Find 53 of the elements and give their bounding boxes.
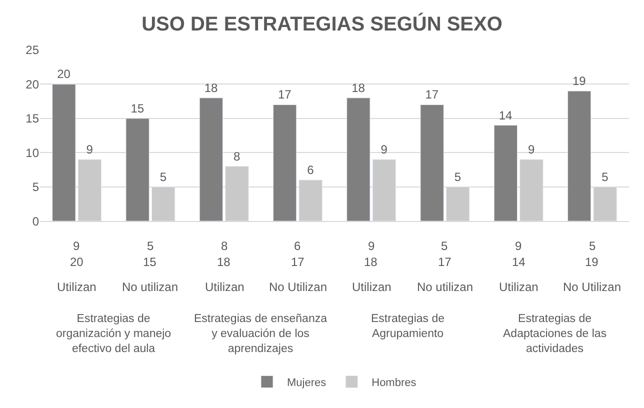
bar [593, 186, 617, 222]
bar [346, 98, 370, 222]
data-label: 9 [380, 142, 388, 156]
text: Estrategias de organización y manejo efectivo del aula [56, 313, 172, 355]
bar [225, 166, 249, 222]
y-tick-label: 15 [26, 112, 40, 126]
x-tick-label: 9 18 Utilizan [352, 239, 392, 294]
data-label: 5 [602, 170, 609, 184]
bar [446, 186, 470, 222]
bar [52, 84, 76, 222]
data-label: 9 [86, 142, 94, 156]
data-label: 17 [425, 88, 439, 102]
y-tick-label: 0 [32, 214, 40, 228]
data-label: 8 [233, 149, 240, 164]
bar [126, 118, 150, 222]
data-label: 20 [57, 67, 71, 82]
y-tick-label: 20 [26, 77, 40, 92]
x-tick-label: 9 14 Utilizan [499, 239, 538, 294]
data-label: 5 [160, 170, 167, 184]
bar [420, 104, 444, 222]
bar [567, 90, 592, 222]
text: Estrategias de Adaptaciones de las actividades [503, 313, 607, 355]
legend-label: Mujeres [287, 377, 327, 390]
bar [520, 159, 544, 222]
data-label: 14 [498, 108, 513, 122]
data-label: 15 [130, 101, 144, 116]
x-tick-label: 9 20 Utilizan [57, 239, 96, 294]
data-label: 19 [572, 74, 586, 88]
text: Estrategias de enseñanza y evaluación de los aprendizajes [194, 313, 328, 355]
x-tick-label: 6 17 No Utilizan [269, 239, 328, 294]
y-tick-label: 25 [26, 43, 40, 58]
bar [272, 104, 297, 222]
y-tick-label: 10 [26, 146, 40, 160]
x-tick-label: 5 19 No Utilizan [563, 239, 622, 294]
bar [372, 159, 396, 222]
x-tick-label: 5 15 No utilizan [122, 239, 178, 294]
bar [151, 186, 176, 222]
bar [199, 98, 224, 222]
text: Estrategias de Agrupamiento [371, 313, 445, 340]
data-label: 17 [278, 88, 292, 102]
y-tick-label: 5 [32, 180, 40, 194]
bar [494, 125, 518, 222]
data-label: 9 [528, 142, 535, 156]
data-label: 6 [307, 163, 314, 177]
legend-label: Hombres [372, 377, 417, 390]
x-tick-label: 5 17 No utilizan [417, 239, 474, 294]
data-label: 18 [204, 80, 218, 95]
data-label: 18 [352, 80, 366, 95]
data-label: 5 [454, 170, 462, 184]
chart-title: USO DE ESTRATEGIAS SEGÚN SEXO [142, 12, 502, 36]
x-tick-label: 8 18 Utilizan [205, 239, 244, 294]
bar [298, 180, 322, 222]
bar [78, 159, 102, 222]
